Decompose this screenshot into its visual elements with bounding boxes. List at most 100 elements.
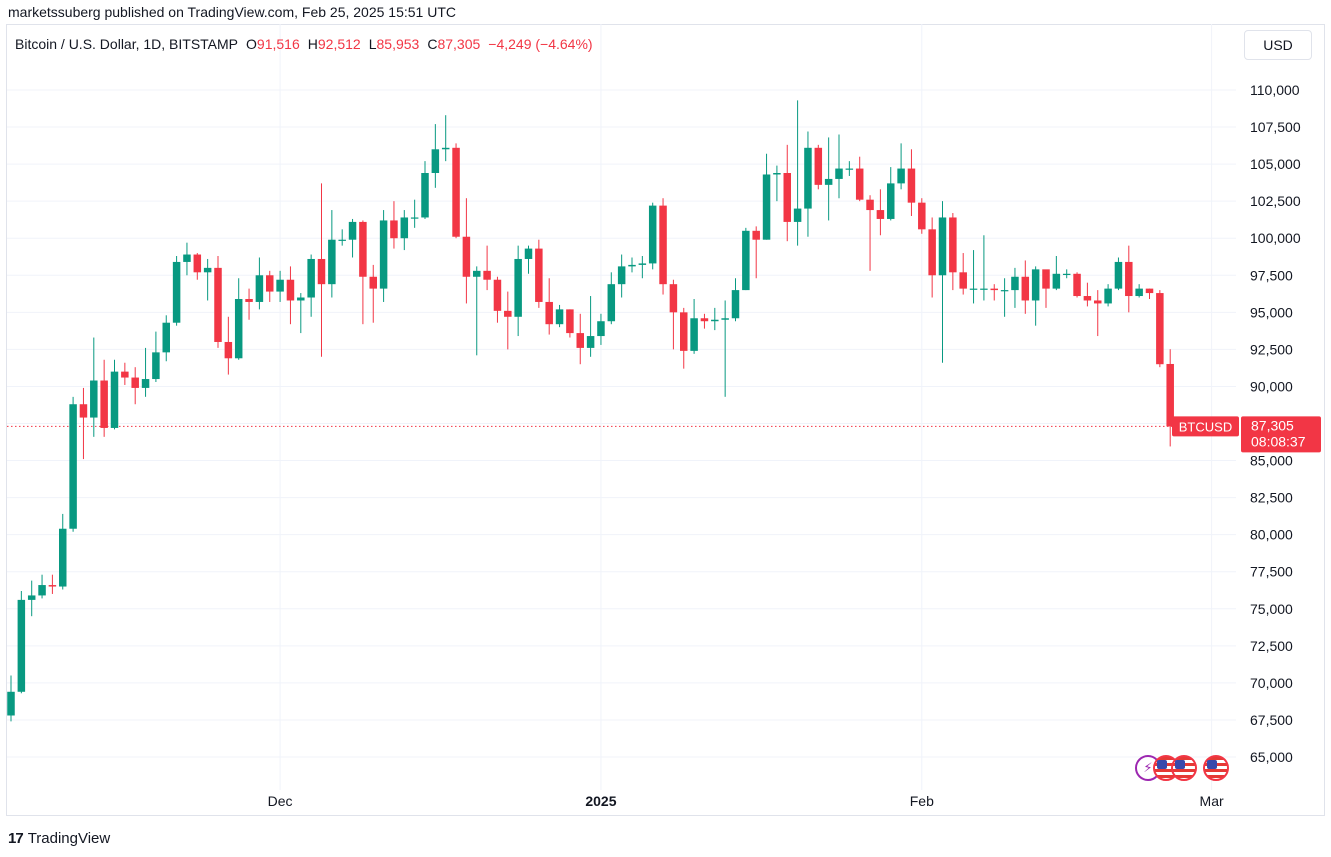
candle-body[interactable] [586, 336, 595, 348]
candle-body[interactable] [79, 404, 88, 418]
candle-body[interactable] [328, 239, 336, 285]
candle-body[interactable] [949, 217, 957, 273]
candle-body[interactable] [814, 147, 823, 185]
candle-body[interactable] [731, 290, 740, 319]
candle-body[interactable] [824, 178, 833, 185]
candle-body[interactable] [680, 312, 688, 351]
candle-body[interactable] [462, 236, 471, 277]
candle-body[interactable] [700, 318, 709, 322]
candle-body[interactable] [990, 288, 999, 291]
candle-body[interactable] [141, 379, 150, 388]
candle-body[interactable] [617, 266, 626, 285]
candle-body[interactable] [1073, 273, 1081, 297]
candle-body[interactable] [638, 263, 647, 265]
candle-body[interactable] [742, 230, 750, 291]
candle-body[interactable] [773, 173, 781, 175]
chart-frame[interactable] [6, 24, 1325, 816]
candle-body[interactable] [669, 284, 678, 313]
candle-body[interactable] [1042, 269, 1050, 289]
candle-body[interactable] [918, 202, 926, 230]
candle-body[interactable] [286, 279, 295, 301]
candle-body[interactable] [431, 149, 440, 174]
candle-body[interactable] [297, 297, 305, 301]
candle-body[interactable] [452, 147, 460, 237]
candle-body[interactable] [307, 258, 315, 298]
candle-body[interactable] [379, 220, 388, 289]
candle-body[interactable] [959, 272, 967, 289]
candle-body[interactable] [711, 319, 719, 322]
candle-body[interactable] [266, 275, 274, 292]
candle-body[interactable] [1000, 290, 1009, 292]
candle-body[interactable] [514, 258, 522, 317]
candle-body[interactable] [90, 380, 98, 418]
candle-body[interactable] [545, 301, 553, 325]
currency-button[interactable]: USD [1244, 30, 1312, 60]
candle-body[interactable] [752, 230, 760, 240]
candle-body[interactable] [1021, 276, 1030, 301]
candle-body[interactable] [421, 173, 429, 218]
candle-body[interactable] [203, 267, 212, 273]
candle-body[interactable] [1135, 288, 1143, 297]
legend-symbol[interactable]: Bitcoin / U.S. Dollar, 1D, BITSTAMP [15, 36, 239, 52]
candle-body[interactable] [100, 380, 108, 428]
candle-body[interactable] [110, 371, 119, 428]
candle-body[interactable] [183, 254, 191, 262]
candle-body[interactable] [276, 279, 284, 292]
candle-body[interactable] [359, 221, 367, 277]
candle-body[interactable] [835, 168, 843, 179]
candle-body[interactable] [214, 267, 222, 342]
candle-body[interactable] [317, 258, 326, 285]
candle-body[interactable] [348, 221, 357, 240]
candle-body[interactable] [1156, 293, 1164, 365]
candle-body[interactable] [410, 217, 419, 219]
candle-body[interactable] [7, 691, 15, 716]
candle-body[interactable] [762, 174, 771, 240]
candle-body[interactable] [1011, 276, 1019, 291]
candle-body[interactable] [27, 595, 36, 600]
candle-body[interactable] [504, 310, 512, 317]
candle-body[interactable] [193, 254, 202, 273]
candle-body[interactable] [59, 528, 67, 587]
candle-body[interactable] [628, 264, 636, 267]
candle-body[interactable] [1166, 363, 1174, 427]
candle-body[interactable] [69, 404, 77, 529]
us-flag-icon[interactable] [1171, 755, 1197, 781]
candle-body[interactable] [1145, 288, 1154, 294]
candle-body[interactable] [17, 599, 26, 692]
candle-body[interactable] [1094, 300, 1102, 304]
candle-body[interactable] [535, 248, 543, 302]
candle-body[interactable] [690, 318, 698, 351]
candle-body[interactable] [576, 333, 585, 348]
candle-body[interactable] [493, 279, 502, 311]
candle-body[interactable] [441, 147, 450, 150]
candle-body[interactable] [245, 298, 253, 302]
candle-body[interactable] [804, 147, 812, 209]
candle-body[interactable] [473, 270, 481, 277]
candle-body[interactable] [648, 205, 657, 264]
candle-body[interactable] [555, 309, 564, 325]
candle-body[interactable] [369, 276, 378, 289]
candle-body[interactable] [566, 309, 574, 334]
candle-body[interactable] [234, 298, 243, 359]
candle-body[interactable] [38, 585, 46, 596]
candle-body[interactable] [721, 318, 729, 320]
candle-body[interactable] [1062, 273, 1071, 275]
candle-body[interactable] [1031, 269, 1040, 301]
candle-body[interactable] [845, 168, 854, 170]
candle-body[interactable] [855, 168, 864, 200]
candle-body[interactable] [172, 261, 181, 323]
candle-body[interactable] [121, 371, 129, 378]
candle-body[interactable] [659, 205, 667, 285]
candle-body[interactable] [783, 173, 792, 222]
candle-body[interactable] [928, 229, 936, 276]
candle-body[interactable] [131, 377, 139, 388]
candle-body[interactable] [969, 288, 978, 290]
candle-body[interactable] [907, 168, 916, 203]
candle-body[interactable] [793, 208, 802, 222]
candle-body[interactable] [866, 199, 874, 211]
candle-body[interactable] [887, 183, 895, 219]
candle-body[interactable] [1125, 261, 1133, 297]
candle-body[interactable] [1114, 261, 1123, 289]
candle-body[interactable] [876, 210, 885, 219]
